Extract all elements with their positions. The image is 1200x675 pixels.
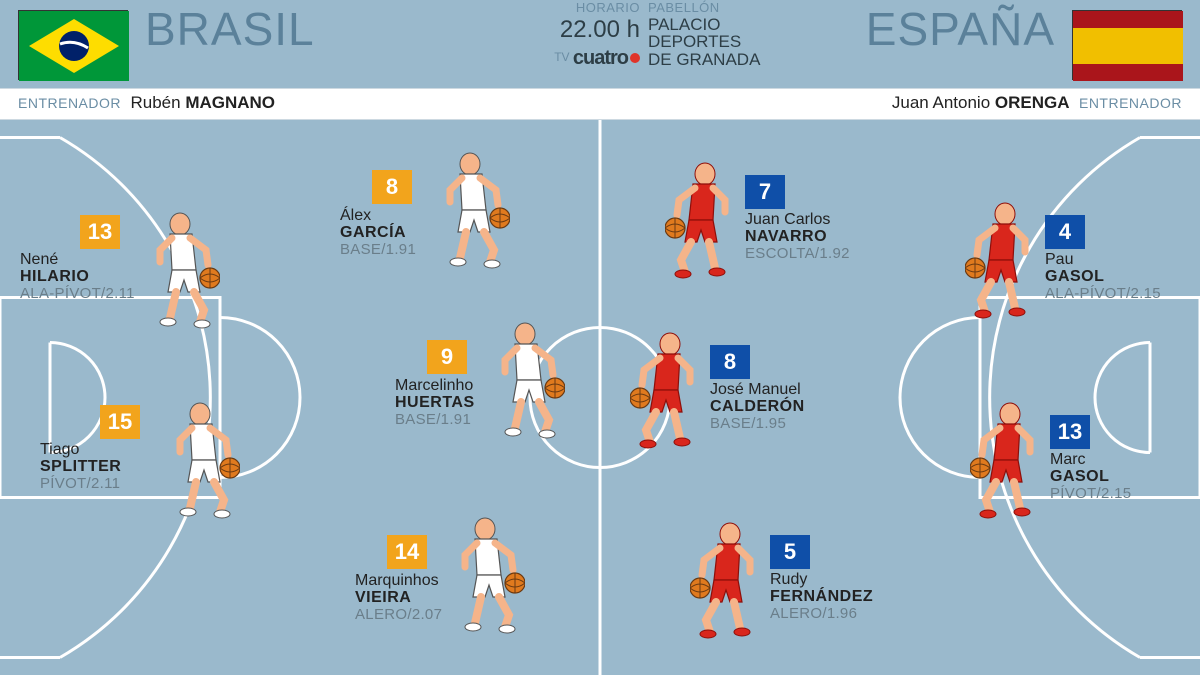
player-label: Marc GASOL PÍVOT/2.15 <box>1050 452 1200 501</box>
player-number-badge: 14 <box>387 535 427 569</box>
coach-bar: ENTRENADOR Rubén MAGNANO Juan Antonio OR… <box>0 88 1200 120</box>
player-label: Álex GARCÍA BASE/1.91 <box>340 208 510 257</box>
header-bar: BRASIL ESPAÑA HORARIO 22.00 h TV cuatro … <box>0 0 1200 88</box>
player-meta: ESCOLTA/1.92 <box>745 246 935 262</box>
team-right-name: ESPAÑA <box>866 2 1055 56</box>
player-icon <box>665 160 735 280</box>
tv-dot-icon <box>630 53 640 63</box>
player-last: NAVARRO <box>745 229 935 246</box>
coach-left-label: ENTRENADOR <box>18 95 121 111</box>
player-number-badge: 13 <box>1050 415 1090 449</box>
team-left-name: BRASIL <box>145 2 315 56</box>
player-first: Nené <box>20 252 190 269</box>
player-meta: ALERO/1.96 <box>770 606 960 622</box>
player-spain <box>630 330 700 450</box>
venue-label: PABELLÓN <box>648 0 848 16</box>
player-label: José Manuel CALDERÓN BASE/1.95 <box>710 382 900 431</box>
coach-left: ENTRENADOR Rubén MAGNANO <box>18 93 275 113</box>
schedule-block: HORARIO 22.00 h TV cuatro <box>480 0 640 70</box>
flag-spain <box>1072 10 1182 80</box>
player-last: HUERTAS <box>395 395 565 412</box>
coach-right-first: Juan Antonio <box>892 93 990 112</box>
schedule-time: 22.00 h <box>480 16 640 45</box>
tv-brand: cuatro <box>573 46 628 70</box>
player-last: GASOL <box>1050 469 1200 486</box>
player-last: GARCÍA <box>340 225 510 242</box>
player-number-badge: 5 <box>770 535 810 569</box>
coach-left-first: Rubén <box>130 93 180 112</box>
player-last: CALDERÓN <box>710 399 900 416</box>
player-number-badge: 7 <box>745 175 785 209</box>
player-first: Marcelinho <box>395 378 565 395</box>
venue-line2: DEPORTES <box>648 33 848 51</box>
player-meta: BASE/1.95 <box>710 416 900 432</box>
player-label: Juan Carlos NAVARRO ESCOLTA/1.92 <box>745 212 935 261</box>
player-last: VIEIRA <box>355 590 525 607</box>
player-spain <box>690 520 760 640</box>
player-meta: BASE/1.91 <box>340 242 510 258</box>
player-first: Marquinhos <box>355 573 525 590</box>
player-spain <box>965 200 1035 320</box>
player-first: José Manuel <box>710 382 900 399</box>
player-icon <box>965 200 1035 320</box>
player-meta: ALERO/2.07 <box>355 607 525 623</box>
player-last: SPLITTER <box>40 459 210 476</box>
player-first: Álex <box>340 208 510 225</box>
player-meta: ALA-PÍVOT/2.15 <box>1045 286 1200 302</box>
player-number-badge: 4 <box>1045 215 1085 249</box>
player-first: Juan Carlos <box>745 212 935 229</box>
coach-right-label: ENTRENADOR <box>1079 95 1182 111</box>
player-spain <box>970 400 1040 520</box>
player-number-badge: 9 <box>427 340 467 374</box>
court: 13Nené HILARIO ALA-PÍVOT/2.11 <box>0 120 1200 675</box>
schedule-label: HORARIO <box>480 0 640 16</box>
player-last: FERNÁNDEZ <box>770 589 960 606</box>
tv-label: TV <box>554 51 569 65</box>
player-meta: BASE/1.91 <box>395 412 565 428</box>
player-first: Tiago <box>40 442 210 459</box>
player-number-badge: 13 <box>80 215 120 249</box>
player-label: Marquinhos VIEIRA ALERO/2.07 <box>355 573 525 622</box>
player-label: Rudy FERNÁNDEZ ALERO/1.96 <box>770 572 960 621</box>
coach-left-last: MAGNANO <box>185 93 275 112</box>
coach-right: Juan Antonio ORENGA ENTRENADOR <box>892 93 1182 113</box>
flag-brasil <box>18 10 128 80</box>
player-meta: ALA-PÍVOT/2.11 <box>20 286 190 302</box>
player-icon <box>970 400 1040 520</box>
venue-line3: DE GRANADA <box>648 51 848 69</box>
player-first: Pau <box>1045 252 1200 269</box>
player-number-badge: 15 <box>100 405 140 439</box>
player-label: Nené HILARIO ALA-PÍVOT/2.11 <box>20 252 190 301</box>
player-icon <box>690 520 760 640</box>
player-label: Marcelinho HUERTAS BASE/1.91 <box>395 378 565 427</box>
coach-right-last: ORENGA <box>995 93 1070 112</box>
player-number-badge: 8 <box>710 345 750 379</box>
player-meta: PÍVOT/2.11 <box>40 476 210 492</box>
player-number-badge: 8 <box>372 170 412 204</box>
player-last: HILARIO <box>20 269 190 286</box>
player-last: GASOL <box>1045 269 1200 286</box>
player-first: Rudy <box>770 572 960 589</box>
venue-line1: PALACIO <box>648 16 848 34</box>
player-label: Tiago SPLITTER PÍVOT/2.11 <box>40 442 210 491</box>
venue-block: PABELLÓN PALACIO DEPORTES DE GRANADA <box>648 0 848 69</box>
player-spain <box>665 160 735 280</box>
player-icon <box>630 330 700 450</box>
player-label: Pau GASOL ALA-PÍVOT/2.15 <box>1045 252 1200 301</box>
player-first: Marc <box>1050 452 1200 469</box>
player-meta: PÍVOT/2.15 <box>1050 486 1200 502</box>
